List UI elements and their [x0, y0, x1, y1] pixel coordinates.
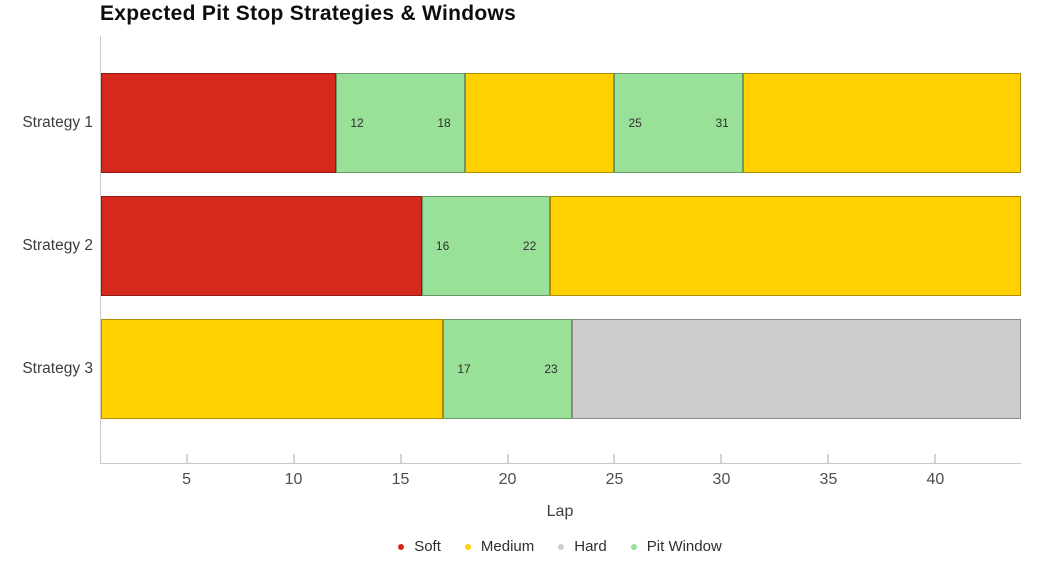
pit-window-start-label: 25: [628, 116, 642, 130]
bar-segment-pit-window[interactable]: 17 23: [443, 319, 572, 419]
pit-window-start-label: 12: [350, 116, 364, 130]
legend-item-medium[interactable]: Medium: [464, 538, 535, 555]
x-tick-mark: [720, 454, 722, 463]
bar-segment-pit-window[interactable]: 16 22: [421, 196, 551, 296]
x-tick-mark: [934, 454, 936, 463]
x-tick-mark: [613, 454, 615, 463]
legend: Soft Medium Hard Pit Window: [100, 538, 1020, 555]
pit-window-start-label: 16: [435, 239, 450, 253]
bar-segment-pit-window[interactable]: 25 31: [614, 73, 743, 173]
x-tick-label: 30: [712, 471, 731, 488]
chart-title: Expected Pit Stop Strategies & Windows: [100, 2, 517, 25]
bar-segment-medium[interactable]: [550, 196, 1021, 296]
y-axis-category-label: Strategy 2: [22, 237, 93, 254]
pit-window-end-label: 22: [522, 239, 537, 253]
bar-segment-medium[interactable]: [101, 319, 444, 419]
x-axis-label: Lap: [546, 503, 574, 520]
legend-item-label: Soft: [414, 538, 441, 555]
bar-segment-soft[interactable]: [101, 196, 422, 296]
legend-item-label: Medium: [480, 538, 535, 555]
x-tick-mark: [186, 454, 188, 463]
legend-dot-icon: [464, 543, 471, 550]
x-tick-label: 40: [926, 471, 945, 488]
bar-row-strategy-1: 12 18 25 31: [101, 73, 1021, 173]
legend-item-soft[interactable]: Soft: [398, 538, 441, 555]
bar-segment-medium[interactable]: [742, 73, 1021, 173]
x-tick-mark: [507, 454, 508, 463]
x-tick-mark: [827, 454, 829, 463]
y-axis-category-label: Strategy 3: [22, 360, 93, 377]
legend-dot-icon: [630, 543, 637, 550]
pit-window-start-label: 17: [457, 362, 471, 376]
pit-window-end-label: 18: [437, 116, 451, 130]
bar-segment-medium[interactable]: [464, 73, 615, 173]
pit-window-end-label: 23: [544, 362, 558, 376]
x-tick-mark: [293, 454, 295, 463]
x-tick-label: 15: [391, 471, 410, 488]
x-tick-label: 5: [182, 471, 192, 488]
x-tick-label: 10: [284, 471, 303, 488]
x-tick-label: 20: [498, 471, 517, 488]
legend-dot-icon: [558, 543, 565, 550]
bar-row-strategy-2: 16 22: [101, 196, 1021, 296]
plot-area: 12 18 25 31 16 22 17 23 5 10 15 20 25 30 35 40: [100, 36, 1021, 488]
bar-segment-pit-window[interactable]: 12 18: [336, 73, 465, 173]
y-axis-category-label: Strategy 1: [22, 114, 93, 131]
pit-window-end-label: 31: [715, 116, 729, 130]
bar-row-strategy-3: 17 23: [101, 319, 1021, 419]
bar-segment-soft[interactable]: [101, 73, 337, 173]
legend-item-hard[interactable]: Hard: [558, 538, 607, 555]
legend-item-label: Hard: [574, 538, 607, 555]
x-tick-label: 25: [605, 471, 624, 488]
x-tick-label: 35: [819, 471, 838, 488]
legend-item-pit-window[interactable]: Pit Window: [630, 538, 722, 555]
legend-item-label: Pit Window: [646, 538, 722, 555]
x-tick-mark: [400, 454, 402, 463]
legend-dot-icon: [398, 543, 405, 550]
bar-segment-hard[interactable]: [571, 319, 1021, 419]
